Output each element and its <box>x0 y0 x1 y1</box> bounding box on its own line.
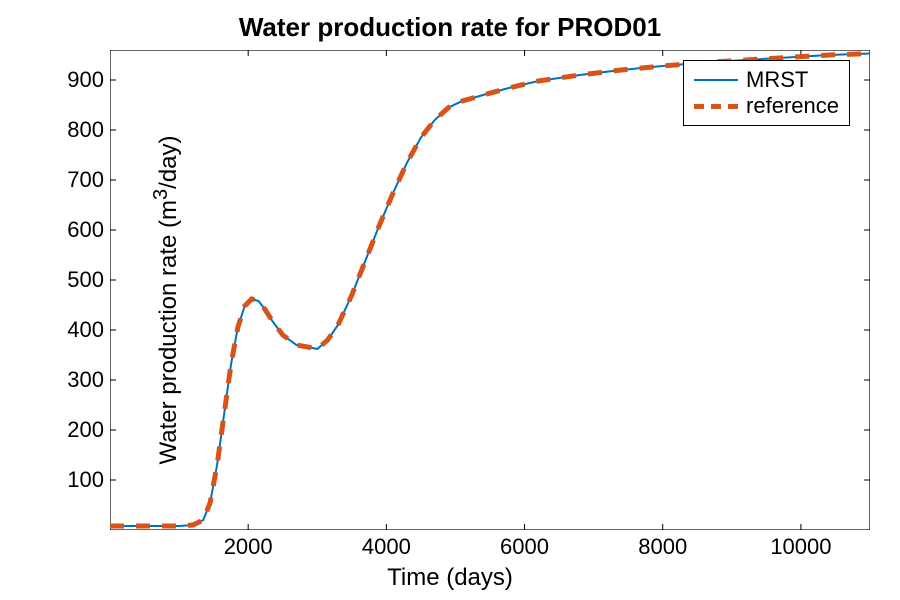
y-tick-label: 200 <box>67 417 104 443</box>
y-tick-label: 500 <box>67 267 104 293</box>
legend-swatch <box>694 104 738 109</box>
legend-item: reference <box>694 93 839 119</box>
legend-label: MRST <box>746 67 808 93</box>
legend-swatch <box>694 79 738 81</box>
y-tick-label: 900 <box>67 67 104 93</box>
y-tick-label: 800 <box>67 117 104 143</box>
legend-item: MRST <box>694 67 839 93</box>
y-tick-label: 400 <box>67 317 104 343</box>
x-tick-label: 8000 <box>638 534 687 560</box>
y-tick-label: 300 <box>67 367 104 393</box>
legend-label: reference <box>746 93 839 119</box>
chart-container: Water production rate for PROD01 Water p… <box>0 0 900 600</box>
x-tick-label: 4000 <box>362 534 411 560</box>
y-tick-label: 700 <box>67 167 104 193</box>
legend: MRSTreference <box>683 60 850 126</box>
x-tick-label: 2000 <box>224 534 273 560</box>
y-tick-label: 600 <box>67 217 104 243</box>
chart-title: Water production rate for PROD01 <box>0 12 900 43</box>
x-tick-label: 6000 <box>500 534 549 560</box>
x-tick-label: 10000 <box>770 534 831 560</box>
y-tick-label: 100 <box>67 467 104 493</box>
x-axis-label: Time (days) <box>0 564 900 592</box>
